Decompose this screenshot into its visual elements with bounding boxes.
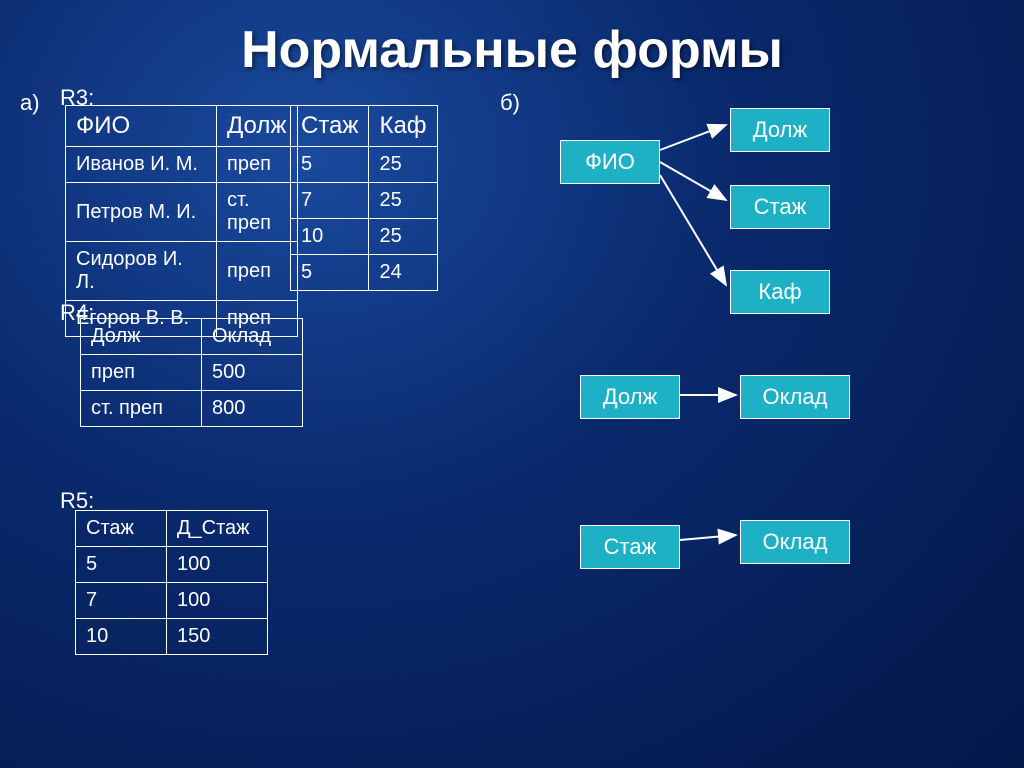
td: 24	[369, 255, 437, 291]
td: ст. преп	[81, 391, 202, 427]
box-oklad2: Оклад	[740, 520, 850, 564]
td: 7	[76, 583, 167, 619]
th: Д_Стаж	[167, 511, 268, 547]
td: 5	[291, 147, 369, 183]
td: 25	[369, 183, 437, 219]
td: 25	[369, 219, 437, 255]
td: 100	[167, 583, 268, 619]
td: 150	[167, 619, 268, 655]
box-fio: ФИО	[560, 140, 660, 184]
td: Сидоров И. Л.	[66, 242, 217, 301]
td: преп	[81, 355, 202, 391]
th: Оклад	[202, 319, 303, 355]
label-a: а)	[20, 90, 40, 116]
td: 5	[76, 547, 167, 583]
td: 25	[369, 147, 437, 183]
th: Долж	[217, 106, 298, 147]
th: Стаж	[76, 511, 167, 547]
table-r3-right: Стаж Каф 525 725 1025 524	[290, 105, 438, 291]
box-kaf: Каф	[730, 270, 830, 314]
td: 7	[291, 183, 369, 219]
th: Долж	[81, 319, 202, 355]
td: преп	[217, 147, 298, 183]
box-stazh1: Стаж	[730, 185, 830, 229]
table-r5: Стаж Д_Стаж 5100 7100 10150	[75, 510, 268, 655]
td: ст. преп	[217, 183, 298, 242]
slide-title: Нормальные формы	[0, 20, 1024, 80]
table-r3-left: ФИО Долж Иванов И. М.преп Петров М. И.ст…	[65, 105, 298, 337]
td: Петров М. И.	[66, 183, 217, 242]
box-stazh2: Стаж	[580, 525, 680, 569]
label-b: б)	[500, 90, 520, 116]
th: ФИО	[66, 106, 217, 147]
td: 800	[202, 391, 303, 427]
table-r4: Долж Оклад преп500 ст. преп800	[80, 318, 303, 427]
th: Каф	[369, 106, 437, 147]
td: Иванов И. М.	[66, 147, 217, 183]
td: преп	[217, 242, 298, 301]
th: Стаж	[291, 106, 369, 147]
box-dolzh1: Долж	[730, 108, 830, 152]
box-dolzh2: Долж	[580, 375, 680, 419]
td: 5	[291, 255, 369, 291]
td: 10	[76, 619, 167, 655]
td: 500	[202, 355, 303, 391]
box-oklad1: Оклад	[740, 375, 850, 419]
td: 10	[291, 219, 369, 255]
td: 100	[167, 547, 268, 583]
